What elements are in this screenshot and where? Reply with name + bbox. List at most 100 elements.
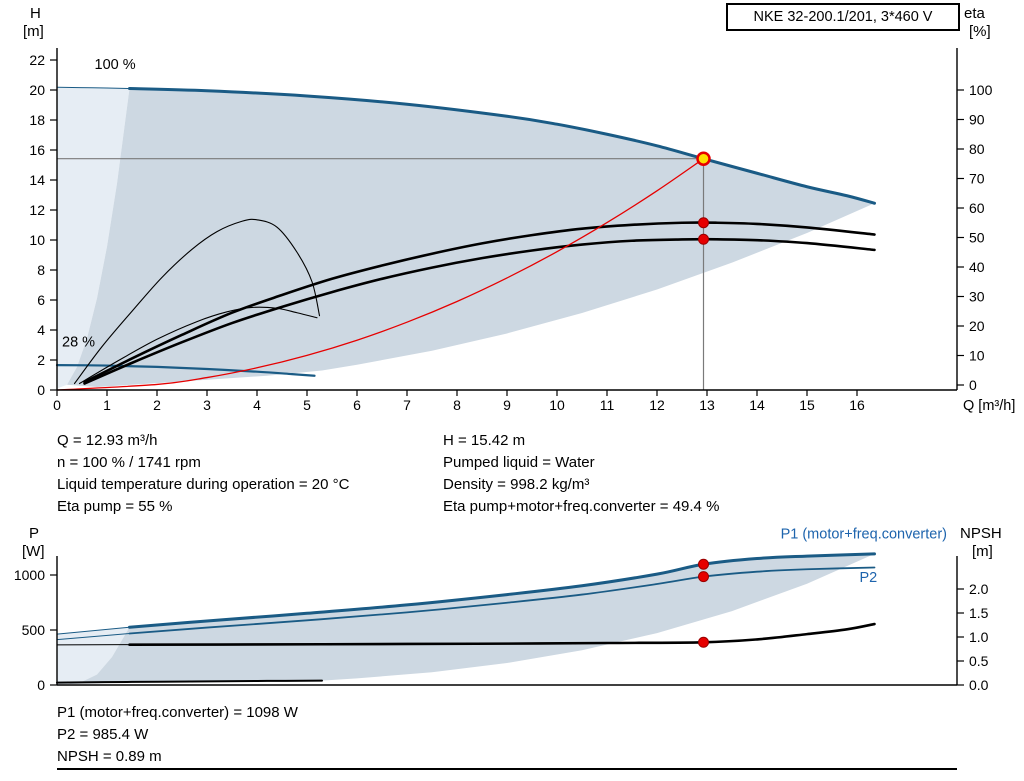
left-tick-label: 12 [29,202,45,218]
right-tick-label: 0.5 [969,653,989,669]
info-p2: P2 = 985.4 W [57,726,149,743]
x-tick-label: 13 [699,397,715,413]
x-tick-label: 3 [203,397,211,413]
x-tick-label: 12 [649,397,665,413]
bottom-divider [57,768,957,770]
operating-range [67,88,875,387]
x-tick-label: 16 [849,397,865,413]
eta-pump-reduced-curve [73,218,321,385]
eta-pump-curve [83,221,876,384]
duty-info-right: H = 15.42 m Pumped liquid = Water Densit… [443,430,719,518]
info-speed: n = 100 % / 1741 rpm [57,454,201,471]
control-curve [56,158,705,391]
right-tick-label: 1.0 [969,629,989,645]
left-tick-label: 20 [29,82,45,98]
info-pumped-liquid: Pumped liquid = Water [443,454,595,471]
npsh-point [698,636,709,648]
power-range-light [57,627,130,685]
p2-curve-ext [56,633,130,641]
duty-info-left: Q = 12.93 m³/h n = 100 % / 1741 rpm Liqu… [57,430,349,518]
left-tick-label: 4 [37,322,45,338]
x-tick-label: 2 [153,397,161,413]
x-tick-label: 8 [453,397,461,413]
x-tick-label: 0 [53,397,61,413]
p2-label: P2 [860,570,878,586]
right-tick-label: 100 [969,82,993,98]
right-tick-label: 20 [969,318,985,334]
eta-pump-point [698,217,709,229]
x-tick-label: 4 [253,397,261,413]
left-tick-label: 0 [37,382,45,398]
duty-point [696,151,711,166]
x-tick-label: 1 [103,397,111,413]
info-liquid-temperature: Liquid temperature during operation = 20… [57,476,350,493]
right-tick-label: 50 [969,230,985,246]
pump-curve-100pct [128,87,876,205]
x-tick-label: 9 [503,397,511,413]
p1-curve [128,552,876,629]
right-tick-label: 10 [969,348,985,364]
left-tick-label: 10 [29,232,45,248]
x-tick-label: 7 [403,397,411,413]
right-axis-unit: [%] [969,23,991,40]
p2-curve [128,566,876,635]
right-tick-label: 70 [969,171,985,187]
left-tick-label: 14 [29,172,45,188]
left-tick-label: 8 [37,262,45,278]
left-axis-unit: [m] [23,23,44,40]
pump-model-box: NKE 32-200.1/201, 3*460 V [726,3,960,31]
info-npsh: NPSH = 0.89 m [57,748,162,765]
info-head: H = 15.42 m [443,432,526,449]
right-tick-label: 90 [969,112,985,128]
speed-100-label: 100 % [95,57,136,73]
right-axis-title: NPSH [960,525,1002,542]
x-tick-label: 15 [799,397,815,413]
left-axis-title: P [29,525,39,542]
right-tick-label: 30 [969,289,985,305]
left-tick-label: 1000 [14,567,45,583]
pump-model-label: NKE 32-200.1/201, 3*460 V [753,9,933,25]
right-axis-title: eta [964,5,986,22]
info-eta-pump: Eta pump = 55 % [57,498,173,515]
p1-label: P1 (motor+freq.converter) [781,527,947,543]
left-tick-label: 6 [37,292,45,308]
right-tick-label: 40 [969,259,985,275]
p2-point [698,571,709,583]
left-tick-label: 22 [29,52,45,68]
left-axis-unit: [W] [22,543,45,560]
info-flow: Q = 12.93 m³/h [57,432,158,449]
eta-total-point [698,233,709,245]
pump-curve-28pct [55,364,316,377]
npsh-curve [128,622,876,646]
right-axis-unit: [m] [972,543,993,560]
left-tick-label: 16 [29,142,45,158]
left-tick-label: 0 [37,677,45,693]
x-axis-title: Q [m³/h] [963,398,1015,414]
info-eta-total: Eta pump+motor+freq.converter = 49.4 % [443,498,720,515]
left-tick-label: 500 [22,622,46,638]
operating-range-light [57,87,130,389]
x-tick-label: 6 [353,397,361,413]
p1-point [698,558,709,570]
x-tick-label: 5 [303,397,311,413]
left-tick-label: 18 [29,112,45,128]
pump-curve-100pct-ext [56,86,130,89]
left-tick-label: 2 [37,352,45,368]
info-density: Density = 998.2 kg/m³ [443,476,590,493]
power-range [67,553,875,685]
left-axis-title: H [30,5,41,22]
right-tick-label: 80 [969,141,985,157]
eta-total-curve [83,237,876,385]
x-tick-label: 14 [749,397,765,413]
p-28pct-curve [56,679,323,684]
info-p1: P1 (motor+freq.converter) = 1098 W [57,704,298,721]
right-tick-label: 60 [969,200,985,216]
p1-curve-ext [56,626,130,635]
right-tick-label: 2.0 [969,581,989,597]
speed-28-label: 28 % [62,335,95,351]
eta-total-reduced-curve [78,306,318,385]
x-tick-label: 11 [600,397,615,413]
right-tick-label: 0.0 [969,677,989,693]
right-tick-label: 1.5 [969,605,989,621]
